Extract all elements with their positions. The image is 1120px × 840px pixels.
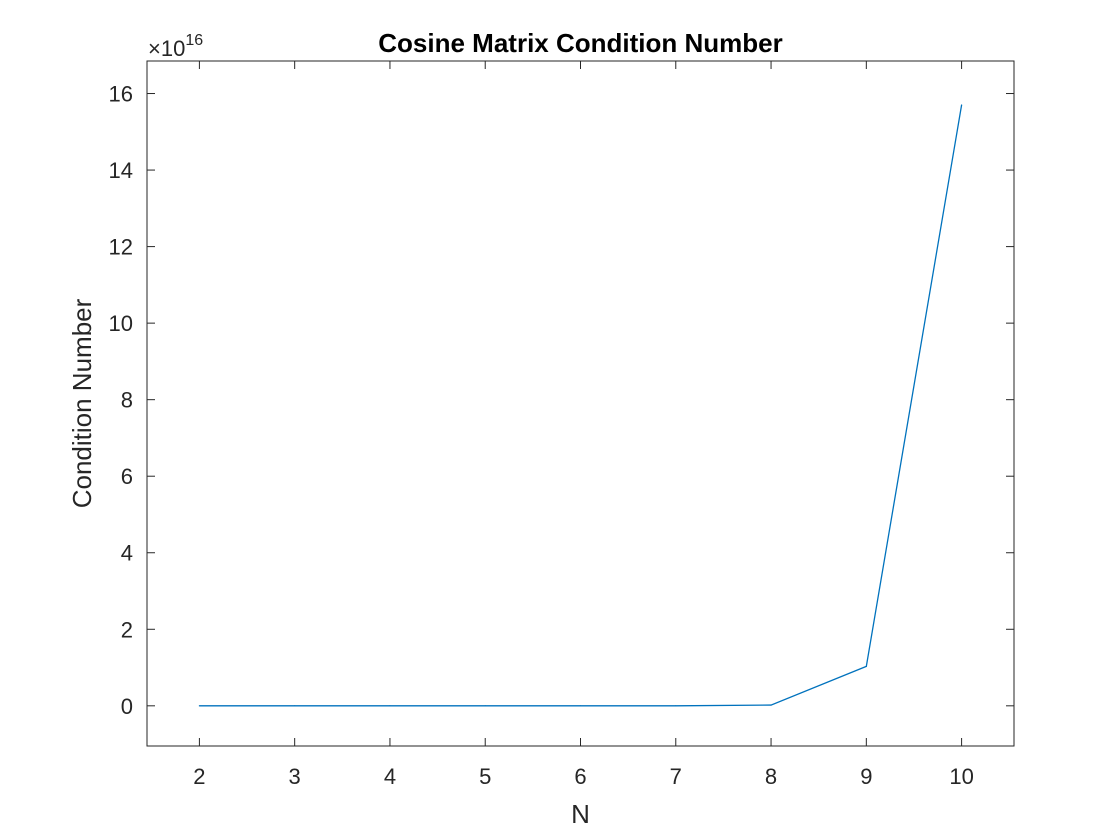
chart-title: Cosine Matrix Condition Number — [378, 28, 782, 58]
y-tick-label: 0 — [121, 694, 133, 719]
y-tick-label: 8 — [121, 388, 133, 413]
x-tick-label: 4 — [384, 764, 396, 789]
data-point — [675, 705, 677, 707]
y-axis-label: Condition Number — [67, 298, 97, 508]
y-tick-label: 12 — [109, 235, 133, 260]
axes-box — [146, 60, 1015, 747]
x-tick-label: 5 — [479, 764, 491, 789]
data-point — [389, 705, 391, 707]
y-tick-label: 2 — [121, 617, 133, 642]
data-point — [198, 705, 201, 707]
x-tick-label: 3 — [289, 764, 301, 789]
y-axis-ticks: 0 2 4 6 8 10 12 14 16 — [109, 82, 1014, 719]
y-tick-label: 16 — [109, 82, 133, 107]
y-tick-label: 6 — [121, 464, 133, 489]
data-point — [960, 104, 963, 106]
y-tick-label: 4 — [121, 541, 133, 566]
series-line-1 — [199, 104, 963, 707]
data-point — [579, 705, 582, 707]
x-tick-label: 7 — [670, 764, 682, 789]
data-point — [484, 705, 486, 707]
x-axis-ticks: 2 3 4 5 6 7 8 9 10 — [193, 61, 974, 789]
data-point — [865, 665, 867, 668]
y-axis-exponent-base: ×10 — [148, 36, 185, 61]
x-tick-label: 8 — [765, 764, 777, 789]
data-point — [770, 704, 772, 706]
x-tick-label: 9 — [860, 764, 872, 789]
x-tick-label: 10 — [949, 764, 973, 789]
x-tick-label: 6 — [574, 764, 586, 789]
y-tick-label: 14 — [109, 158, 133, 183]
x-tick-label: 2 — [193, 764, 205, 789]
x-axis-label: N — [571, 799, 590, 829]
y-axis-exponent-power: 16 — [185, 32, 203, 49]
y-axis-exponent: ×1016 — [148, 32, 203, 61]
data-point — [294, 705, 296, 707]
y-tick-label: 10 — [109, 311, 133, 336]
series-group — [198, 104, 963, 707]
